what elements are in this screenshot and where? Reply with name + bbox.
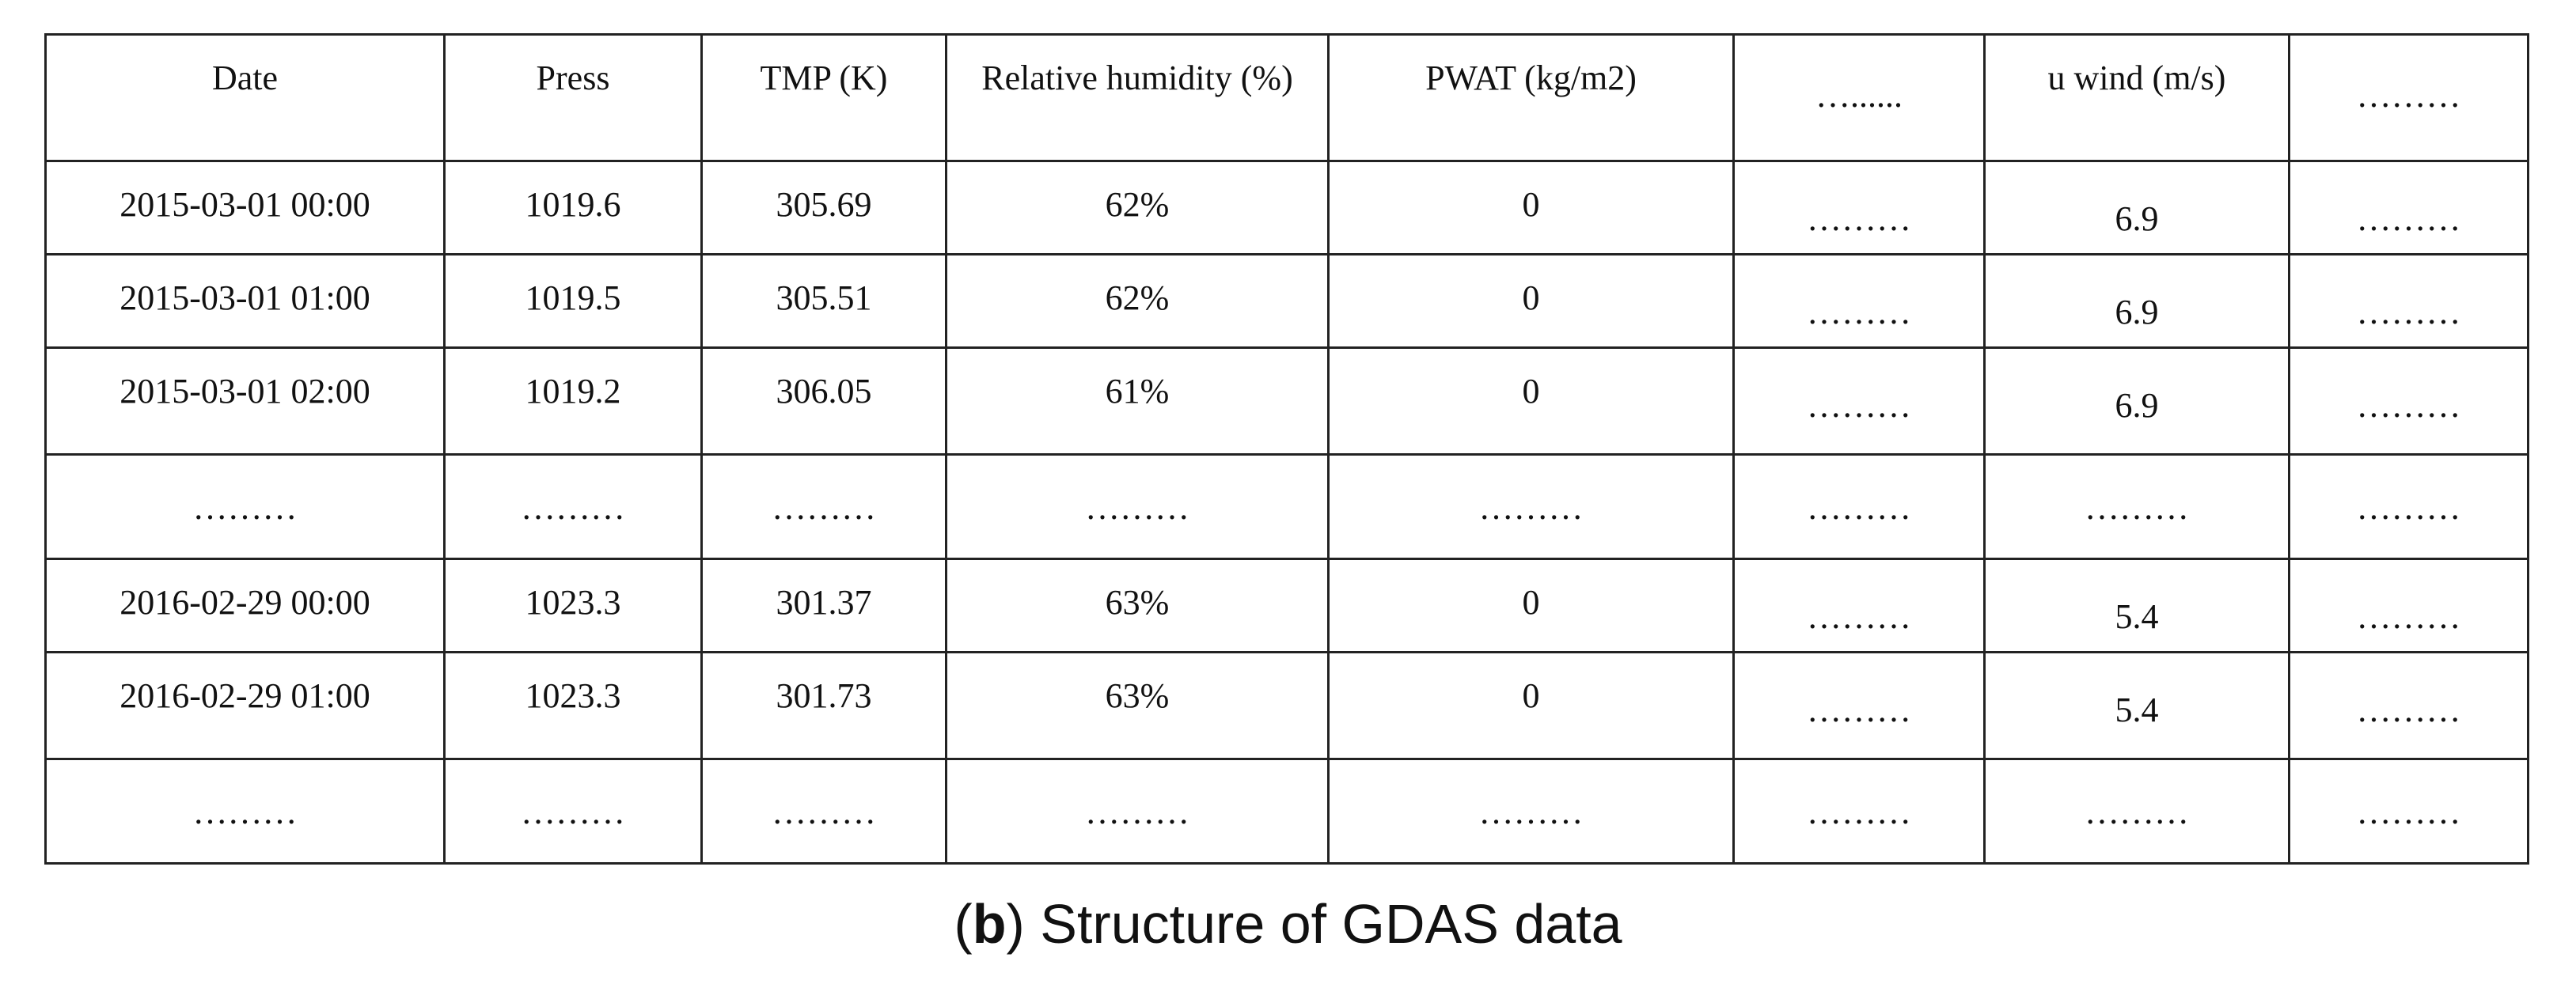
table-cell: ……… — [1732, 160, 1986, 255]
table-cell: ……… — [443, 758, 703, 865]
table-cell: 1019.5 — [443, 253, 703, 349]
table-cell: 62% — [945, 253, 1330, 349]
table-cell: 0 — [1327, 346, 1735, 456]
column-header: TMP (K) — [700, 33, 947, 162]
column-header: u wind (m/s) — [1983, 33, 2290, 162]
table-row: 2015-03-01 00:00 1019.6 305.69 62% 0……… 6.9……… — [44, 160, 2529, 255]
table-cell: 306.05 — [700, 346, 947, 456]
table-cell: ……… — [2288, 758, 2529, 865]
table-cell: ……… — [1983, 758, 2290, 865]
table-cell: ……… — [1732, 453, 1986, 560]
column-header: …...... — [1732, 33, 1986, 162]
caption-label: b — [972, 893, 1007, 955]
table-row: 2015-03-01 01:00 1019.5 305.51 62% 0……… 6.9……… — [44, 253, 2529, 349]
table-cell: ……… — [2288, 160, 2529, 255]
table-cell: 305.51 — [700, 253, 947, 349]
table-row: 2016-02-29 00:00 1023.3 301.37 63% 0……… 5.4……… — [44, 558, 2529, 653]
table-cell: 0 — [1327, 558, 1735, 653]
table-cell: ……… — [700, 453, 947, 560]
table-cell: 61% — [945, 346, 1330, 456]
column-header: Press — [443, 33, 703, 162]
figure-caption: (b) Structure of GDAS data — [954, 893, 1622, 955]
table-cell: 2015-03-01 01:00 — [44, 253, 446, 349]
table-cell: ……… — [1732, 346, 1986, 456]
table-cell: 1023.3 — [443, 558, 703, 653]
caption-text: Structure of GDAS data — [1040, 893, 1622, 955]
table-cell: ……… — [2288, 253, 2529, 349]
column-header: ……… — [2288, 33, 2529, 162]
table-row: 2015-03-01 02:00 1019.2 306.05 61% 0……… 6.9……… — [44, 346, 2529, 456]
table-cell: 2016-02-29 01:00 — [44, 651, 446, 760]
table-cell: 305.69 — [700, 160, 947, 255]
table-cell: 63% — [945, 558, 1330, 653]
header-row: Date Press TMP (K) Relative humidity (%) PWA… — [44, 33, 2529, 162]
table-cell: 1019.2 — [443, 346, 703, 456]
table-cell: 301.73 — [700, 651, 947, 760]
table-row: ……………………………………………………………… — [44, 758, 2529, 865]
table-cell: 2016-02-29 00:00 — [44, 558, 446, 653]
table-cell: 5.4 — [1983, 558, 2290, 653]
table-cell: 5.4 — [1983, 651, 2290, 760]
table-cell: ……… — [2288, 651, 2529, 760]
column-header: Date — [44, 33, 446, 162]
table-cell: ……… — [1732, 758, 1986, 865]
table-cell: 2015-03-01 02:00 — [44, 346, 446, 456]
table-cell: 0 — [1327, 160, 1735, 255]
table-cell: 6.9 — [1983, 253, 2290, 349]
table-cell: ……… — [44, 758, 446, 865]
table-cell: 62% — [945, 160, 1330, 255]
table-cell: 2015-03-01 00:00 — [44, 160, 446, 255]
table-cell: 1019.6 — [443, 160, 703, 255]
table-cell: ……… — [443, 453, 703, 560]
table-cell: ……… — [44, 453, 446, 560]
table-cell: 63% — [945, 651, 1330, 760]
table-row: ……………………………………………………………… — [44, 453, 2529, 560]
table-cell: 301.37 — [700, 558, 947, 653]
table-cell: 0 — [1327, 651, 1735, 760]
table-cell: ……… — [1983, 453, 2290, 560]
table-cell: ……… — [2288, 346, 2529, 456]
gdas-data-table: Date Press TMP (K) Relative humidity (%) PWA… — [44, 33, 2529, 865]
table-cell: ……… — [945, 758, 1330, 865]
column-header: PWAT (kg/m2) — [1327, 33, 1735, 162]
table-cell: ……… — [1732, 558, 1986, 653]
table-cell: 0 — [1327, 253, 1735, 349]
table-cell: 6.9 — [1983, 160, 2290, 255]
table-cell: 1023.3 — [443, 651, 703, 760]
column-header: Relative humidity (%) — [945, 33, 1330, 162]
table-cell: ……… — [700, 758, 947, 865]
table-cell: ……… — [945, 453, 1330, 560]
table-row: 2016-02-29 01:00 1023.3 301.73 63% 0……… 5.4……… — [44, 651, 2529, 760]
table-cell: ……… — [2288, 558, 2529, 653]
table-cell: ……… — [1327, 758, 1735, 865]
table-cell: ……… — [2288, 453, 2529, 560]
table-cell: ……… — [1732, 651, 1986, 760]
table-cell: ……… — [1732, 253, 1986, 349]
table-cell: 6.9 — [1983, 346, 2290, 456]
table-cell: ……… — [1327, 453, 1735, 560]
